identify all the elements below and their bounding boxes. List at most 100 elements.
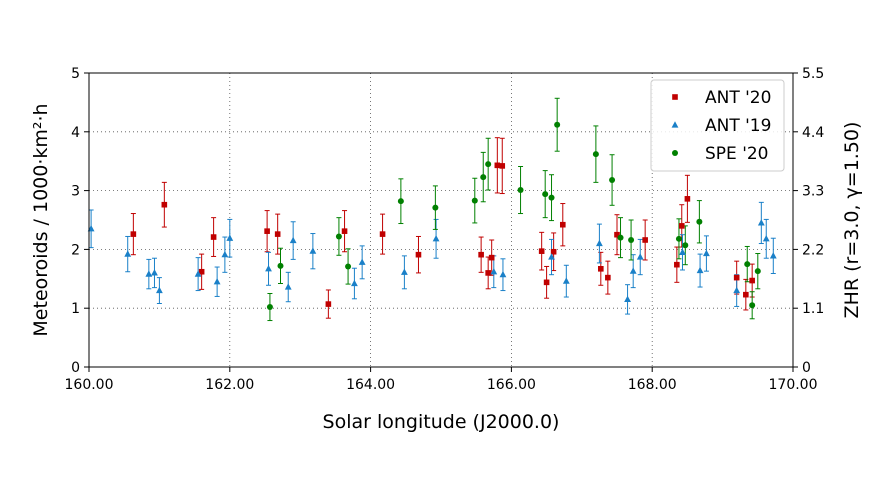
y-right-tick-label: 2.2 <box>802 242 824 258</box>
legend-marker-ant-20 <box>672 94 678 100</box>
point-ant-20 <box>559 221 566 228</box>
x-tick-label: 160.00 <box>65 377 114 393</box>
point-ant-19 <box>358 258 366 265</box>
point-spe-20 <box>277 262 284 269</box>
x-tick-label: 168.00 <box>628 377 677 393</box>
point-ant-19 <box>703 249 710 257</box>
y-left-tick-label: 1 <box>71 301 80 317</box>
point-spe-20 <box>471 197 478 204</box>
legend-box <box>650 79 785 172</box>
point-ant-20 <box>264 228 270 234</box>
point-ant-20 <box>749 277 755 284</box>
point-ant-19 <box>762 235 770 242</box>
axis-ticks: 160.00 162.00 164.00 166.00 168.00 170.000123… <box>65 66 825 393</box>
y-axis-left-title: Meteoroids / 1000·km²·h <box>30 103 52 336</box>
y-right-tick-label: 1.1 <box>802 301 824 317</box>
point-spe-20 <box>542 191 549 198</box>
point-ant-19 <box>733 286 741 294</box>
point-ant-20 <box>198 268 205 275</box>
point-ant-19 <box>221 250 229 258</box>
point-ant-20 <box>485 270 491 276</box>
point-ant-19 <box>213 277 221 285</box>
point-spe-20 <box>554 121 561 128</box>
point-ant-19 <box>432 235 440 242</box>
point-spe-20 <box>480 174 487 181</box>
point-spe-20 <box>517 187 524 194</box>
x-tick-label: 166.00 <box>487 377 536 393</box>
point-ant-20 <box>130 231 137 237</box>
point-ant-20 <box>543 279 550 286</box>
x-tick-label: 164.00 <box>346 377 395 393</box>
y-left-tick-label: 4 <box>71 125 80 141</box>
point-ant-20 <box>379 231 386 237</box>
data-markers <box>87 121 777 311</box>
point-ant-20 <box>678 223 685 229</box>
point-ant-20 <box>605 274 611 281</box>
point-ant-19 <box>309 247 317 254</box>
point-ant-20 <box>614 231 620 238</box>
point-ant-20 <box>550 248 557 255</box>
y-right-tick-label: 3.3 <box>802 184 824 200</box>
point-ant-20 <box>478 251 484 258</box>
point-ant-20 <box>274 231 281 237</box>
y-right-tick-label: 4.4 <box>802 125 824 141</box>
point-ant-19 <box>151 269 158 276</box>
point-ant-20 <box>210 234 217 240</box>
point-ant-19 <box>490 267 498 275</box>
plot-frame <box>88 72 794 368</box>
point-ant-19 <box>636 253 644 260</box>
point-ant-19 <box>400 268 408 275</box>
point-spe-20 <box>548 194 555 201</box>
legend-label-ant-20: ANT '20 <box>705 88 771 108</box>
point-ant-19 <box>194 270 202 277</box>
point-ant-19 <box>624 295 631 302</box>
point-spe-20 <box>675 235 682 242</box>
point-ant-20 <box>488 254 495 261</box>
point-ant-19 <box>145 270 153 277</box>
point-ant-20 <box>325 301 332 307</box>
y-axis-right-title: ZHR (r=3.0, γ=1.50) <box>841 122 863 319</box>
y-right-tick-label: 5.5 <box>802 66 824 82</box>
point-ant-20 <box>743 291 749 298</box>
legend-label-ant-19: ANT '19 <box>705 116 771 136</box>
point-ant-19 <box>351 279 358 287</box>
point-ant-20 <box>674 261 680 268</box>
point-spe-20 <box>592 151 599 158</box>
point-ant-20 <box>598 266 604 272</box>
point-spe-20 <box>345 263 352 270</box>
point-spe-20 <box>609 177 616 184</box>
y-left-tick-label: 0 <box>71 360 80 376</box>
point-ant-20 <box>684 196 691 202</box>
point-ant-19 <box>124 250 132 257</box>
point-ant-19 <box>499 270 507 278</box>
point-spe-20 <box>682 242 689 249</box>
y-left-tick-label: 3 <box>71 184 80 200</box>
point-ant-20 <box>494 162 501 169</box>
point-spe-20 <box>335 233 342 240</box>
legend-marker-spe-20 <box>672 150 678 156</box>
y-right-tick-label: 0 <box>802 360 811 376</box>
point-spe-20 <box>754 268 761 275</box>
point-ant-19 <box>679 248 686 255</box>
point-ant-20 <box>538 248 545 254</box>
point-ant-19 <box>629 267 637 274</box>
point-ant-19 <box>562 277 570 284</box>
point-ant-20 <box>161 201 168 208</box>
point-ant-19 <box>156 286 163 294</box>
point-spe-20 <box>485 161 492 168</box>
point-ant-19 <box>769 252 777 259</box>
x-tick-label: 170.00 <box>769 377 818 393</box>
legend: ANT '20 ANT '19 SPE '20 <box>650 79 785 172</box>
legend-label-spe-20: SPE '20 <box>705 144 769 164</box>
point-spe-20 <box>628 236 635 243</box>
point-ant-20 <box>499 163 506 169</box>
point-ant-19 <box>226 234 234 241</box>
point-spe-20 <box>266 304 273 311</box>
point-ant-19 <box>284 283 292 290</box>
point-spe-20 <box>432 204 439 211</box>
point-ant-20 <box>415 251 422 258</box>
point-ant-20 <box>341 228 348 234</box>
x-axis-title: Solar longitude (J2000.0) <box>323 411 560 433</box>
point-spe-20 <box>749 302 756 309</box>
